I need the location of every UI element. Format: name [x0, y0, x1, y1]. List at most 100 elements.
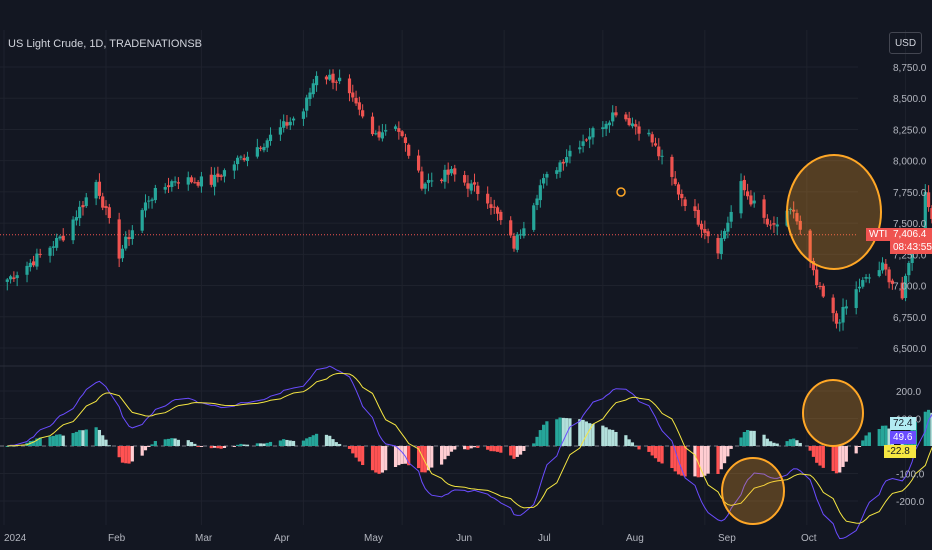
histogram-bar [377, 446, 381, 474]
candle-body [278, 127, 282, 135]
histogram-bar [236, 444, 240, 446]
time-axis[interactable]: 2024 Feb Mar Apr May Jun Jul Aug Sep Oct [4, 533, 817, 544]
histogram-bar [259, 443, 263, 446]
candle-body [463, 175, 467, 183]
macd-value-badge: 49.6 [890, 431, 916, 444]
histogram-bar [650, 446, 654, 456]
histogram-bar [268, 441, 273, 446]
candle-body [212, 174, 217, 187]
candle-body [650, 134, 654, 143]
candle-body [384, 130, 388, 132]
histogram-bar [308, 436, 312, 446]
histogram-bar [630, 442, 635, 446]
price-axis[interactable]: 6,500.0 6,750.0 7,000.0 7,250.0 7,500.0 7,750… [893, 63, 927, 355]
osc-tick-label: -200.0 [896, 497, 925, 508]
histogram-bar [393, 446, 398, 467]
currency-button[interactable]: USD [889, 32, 922, 54]
candle-body [393, 126, 398, 129]
candle-body [357, 102, 361, 110]
histogram-bar [818, 446, 822, 466]
histogram-bar [354, 446, 358, 458]
candle-body [107, 207, 111, 219]
time-tick-label: Jul [538, 533, 551, 544]
histogram-bar [170, 438, 174, 446]
candle-body [930, 208, 932, 219]
candle-body [48, 247, 52, 256]
candle-body [795, 213, 799, 222]
histogram-bar [499, 446, 503, 453]
candle-body [153, 187, 157, 201]
candle-body [821, 285, 825, 297]
last-price-badge: 7,406.4 [890, 228, 932, 241]
candle-body [104, 206, 108, 209]
histogram-bar [588, 423, 592, 446]
candle-body [706, 231, 710, 237]
histogram-bar [426, 446, 431, 471]
histogram-bar [719, 446, 723, 470]
histogram-bar [81, 430, 85, 446]
candle-body [555, 170, 559, 174]
histogram-bar [420, 446, 424, 473]
highlight-circle-osc-trough [721, 457, 785, 525]
candle-body [578, 147, 582, 150]
histogram-bar [262, 443, 266, 446]
histogram-bar [443, 446, 447, 460]
histogram-bar [78, 430, 82, 446]
candle-body [117, 219, 121, 259]
histogram-bar [495, 446, 500, 452]
candle-body [430, 180, 434, 182]
candle-body [15, 275, 19, 279]
histogram-bar [61, 435, 65, 446]
candle-body [857, 286, 862, 289]
histogram-bar [222, 446, 227, 448]
candle-body [242, 158, 246, 161]
candle-body [765, 218, 769, 225]
candle-body [466, 183, 470, 189]
histogram-bar [811, 446, 816, 457]
candle-body [351, 92, 355, 98]
candle-body [397, 128, 401, 132]
histogram-bar [798, 442, 802, 446]
histogram-bar [449, 446, 454, 452]
histogram-bar [857, 446, 862, 447]
price-tick-label: 6,500.0 [893, 344, 927, 355]
candle-body [926, 192, 931, 208]
price-tick-label: 7,000.0 [893, 282, 927, 293]
candle-body [775, 224, 779, 227]
candle-body [163, 187, 167, 190]
histogram-bar [542, 424, 546, 446]
histogram-bar [430, 446, 434, 468]
time-tick-label: Oct [801, 533, 817, 544]
histogram-bar [71, 433, 75, 446]
histogram-bar [466, 446, 470, 450]
candle-body [416, 155, 421, 171]
candle-body [443, 169, 447, 182]
histogram-bar [785, 441, 789, 446]
time-tick-label: 2024 [4, 533, 27, 544]
signal-line [7, 372, 932, 524]
candle-body [84, 197, 88, 207]
histogram-bar [486, 446, 490, 450]
histogram-bar [117, 446, 121, 458]
candle-body [887, 269, 891, 283]
candle-body [884, 263, 888, 270]
time-tick-label: May [364, 533, 383, 544]
histogram-bar [400, 446, 404, 464]
histogram-bar [55, 434, 59, 446]
histogram-bar [749, 430, 753, 446]
candle-body [509, 220, 513, 236]
candle-body [762, 199, 766, 218]
candle-body [831, 297, 835, 314]
histogram-bar [854, 446, 858, 454]
candle-body [495, 207, 500, 214]
candle-body [370, 116, 375, 135]
candle-body [627, 118, 631, 126]
histogram-bar [104, 439, 108, 446]
candle-body [380, 132, 384, 139]
candle-body [35, 253, 39, 267]
histogram-bar [212, 446, 217, 448]
symbol-tag: WTI [866, 228, 891, 241]
histogram-bar [742, 432, 746, 446]
candle-body [338, 77, 342, 82]
